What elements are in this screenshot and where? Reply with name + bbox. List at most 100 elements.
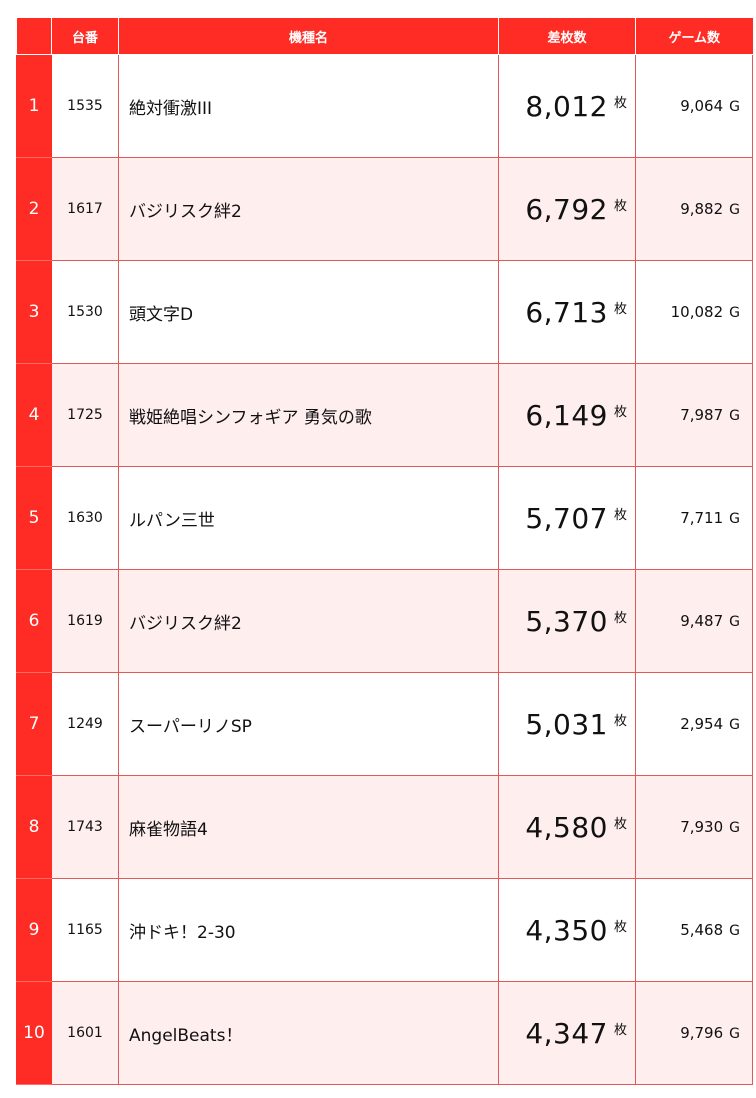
machine-name-cell[interactable]: AngelBeats！: [118, 981, 499, 1085]
unit-number: 1630: [67, 510, 103, 526]
unit-number-cell: 1619: [51, 569, 119, 673]
games-value: 2,954: [680, 715, 724, 733]
games-cell: 5,468 G: [635, 878, 753, 982]
rank-number: 5: [28, 508, 40, 528]
machine-name[interactable]: AngelBeats！: [129, 1025, 243, 1046]
unit-number: 1530: [67, 304, 103, 320]
games-cell: 10,082 G: [635, 260, 753, 364]
unit-number: 1725: [67, 407, 103, 423]
machine-name[interactable]: 麻雀物語4: [129, 819, 208, 840]
table-row[interactable]: 1 1535 絶対衝激III 8,012 枚 9,064 G: [16, 54, 753, 158]
rank-number: 7: [28, 714, 40, 734]
rank-number: 8: [28, 817, 40, 837]
games-unit-label: G: [729, 99, 740, 115]
rank-number: 9: [28, 920, 40, 940]
table-row[interactable]: 2 1617 バジリスク絆2 6,792 枚 9,882 G: [16, 157, 753, 261]
unit-number: 1743: [67, 819, 103, 835]
games-cell: 2,954 G: [635, 672, 753, 776]
games-cell: 7,987 G: [635, 363, 753, 467]
machine-name-cell[interactable]: バジリスク絆2: [118, 157, 499, 261]
difference-header[interactable]: 差枚数: [498, 18, 636, 55]
games-value: 9,882: [680, 200, 724, 218]
machine-name[interactable]: スーパーリノSP: [129, 716, 252, 737]
rank-number: 2: [28, 199, 40, 219]
unit-number: 1165: [67, 922, 103, 938]
rank-number: 1: [28, 96, 40, 116]
games-cell: 7,930 G: [635, 775, 753, 879]
machine-name-cell[interactable]: ルパン三世: [118, 466, 499, 570]
unit-number-cell: 1617: [51, 157, 119, 261]
difference-value: 4,580: [525, 810, 608, 844]
difference-cell: 5,370 枚: [498, 569, 636, 673]
coin-unit-label: 枚: [613, 301, 627, 317]
unit-number-cell: 1165: [51, 878, 119, 982]
games-unit-label: G: [729, 1026, 740, 1042]
games-cell: 9,882 G: [635, 157, 753, 261]
table-row[interactable]: 8 1743 麻雀物語4 4,580 枚 7,930 G: [16, 775, 753, 879]
unit-number: 1619: [67, 613, 103, 629]
games-cell: 9,796 G: [635, 981, 753, 1085]
games-value: 9,064: [680, 97, 724, 115]
table-row[interactable]: 10 1601 AngelBeats！ 4,347 枚 9,796 G: [16, 981, 753, 1085]
table-row[interactable]: 9 1165 沖ドキ！2-30 4,350 枚 5,468 G: [16, 878, 753, 982]
coin-unit-label: 枚: [613, 919, 627, 935]
coin-unit-label: 枚: [613, 713, 627, 729]
coin-unit-label: 枚: [613, 507, 627, 523]
table-row[interactable]: 5 1630 ルパン三世 5,707 枚 7,711 G: [16, 466, 753, 570]
games-unit-label: G: [729, 202, 740, 218]
table-row[interactable]: 4 1725 戦姫絶唱シンフォギア 勇気の歌 6,149 枚 7,987 G: [16, 363, 753, 467]
games-unit-label: G: [729, 305, 740, 321]
machine-name-cell[interactable]: バジリスク絆2: [118, 569, 499, 673]
games-value: 5,468: [680, 921, 724, 939]
difference-value: 4,350: [525, 913, 608, 947]
machine-name-cell[interactable]: 頭文字D: [118, 260, 499, 364]
machine-name-cell[interactable]: 麻雀物語4: [118, 775, 499, 879]
machine-name[interactable]: 頭文字D: [129, 304, 194, 325]
machine-name[interactable]: ルパン三世: [129, 510, 215, 531]
machine-name-cell[interactable]: 沖ドキ！2-30: [118, 878, 499, 982]
unit-number-cell: 1249: [51, 672, 119, 776]
difference-value: 5,707: [525, 501, 608, 535]
machine-name-cell[interactable]: スーパーリノSP: [118, 672, 499, 776]
coin-unit-label: 枚: [613, 816, 627, 832]
games-cell: 7,711 G: [635, 466, 753, 570]
table-row[interactable]: 3 1530 頭文字D 6,713 枚 10,082 G: [16, 260, 753, 364]
difference-value: 6,149: [525, 398, 608, 432]
games-value: 7,930: [680, 818, 724, 836]
machine-name[interactable]: バジリスク絆2: [129, 613, 242, 634]
machine-name[interactable]: 沖ドキ！2-30: [129, 922, 236, 943]
difference-cell: 4,350 枚: [498, 878, 636, 982]
coin-unit-label: 枚: [613, 198, 627, 214]
rank-cell: 4: [16, 363, 52, 467]
games-unit-label: G: [729, 511, 740, 527]
ranking-table: 台番 機種名 差枚数 ゲーム数 1 1535 絶対衝激III 8,012 枚 9,…: [16, 18, 753, 1085]
unit-number: 1535: [67, 98, 103, 114]
coin-unit-label: 枚: [613, 610, 627, 626]
machine-name[interactable]: 絶対衝激III: [129, 98, 213, 119]
games-header[interactable]: ゲーム数: [635, 18, 753, 55]
difference-value: 6,713: [525, 295, 608, 329]
rank-number: 6: [28, 611, 40, 631]
machine-name-cell[interactable]: 戦姫絶唱シンフォギア 勇気の歌: [118, 363, 499, 467]
machine-name[interactable]: 戦姫絶唱シンフォギア 勇気の歌: [129, 407, 372, 428]
difference-value: 5,370: [525, 604, 608, 638]
machine-name-header[interactable]: 機種名: [118, 18, 499, 55]
rank-cell: 3: [16, 260, 52, 364]
machine-name[interactable]: バジリスク絆2: [129, 201, 242, 222]
games-value: 9,796: [680, 1024, 724, 1042]
difference-cell: 6,713 枚: [498, 260, 636, 364]
header-row: 台番 機種名 差枚数 ゲーム数: [16, 18, 753, 55]
unit-number-cell: 1630: [51, 466, 119, 570]
rank-number: 3: [28, 302, 40, 322]
machine-name-cell[interactable]: 絶対衝激III: [118, 54, 499, 158]
unit-number-header[interactable]: 台番: [51, 18, 119, 55]
rank-cell: 2: [16, 157, 52, 261]
games-unit-label: G: [729, 717, 740, 733]
games-cell: 9,064 G: [635, 54, 753, 158]
ranking-table-container: 台番 機種名 差枚数 ゲーム数 1 1535 絶対衝激III 8,012 枚 9,…: [16, 18, 753, 1085]
difference-value: 5,031: [525, 707, 608, 741]
difference-value: 6,792: [525, 192, 608, 226]
coin-unit-label: 枚: [613, 1022, 627, 1038]
table-row[interactable]: 6 1619 バジリスク絆2 5,370 枚 9,487 G: [16, 569, 753, 673]
table-row[interactable]: 7 1249 スーパーリノSP 5,031 枚 2,954 G: [16, 672, 753, 776]
